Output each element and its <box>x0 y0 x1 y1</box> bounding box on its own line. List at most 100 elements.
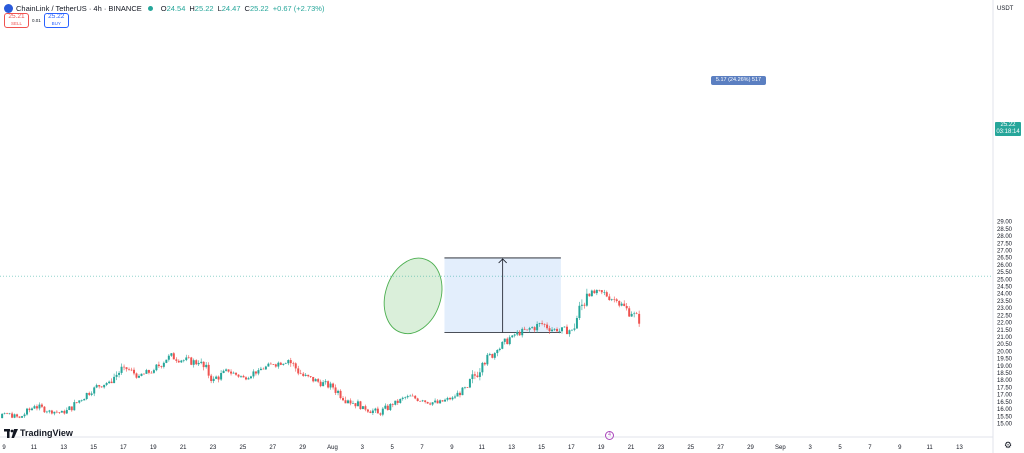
event-marker-icon[interactable]: 4 <box>605 431 614 440</box>
candle-body <box>553 328 556 330</box>
candle-body <box>486 354 489 365</box>
candle-body <box>230 371 233 374</box>
candle-body <box>105 383 108 385</box>
y-tick-label: 23.00 <box>997 306 1013 312</box>
candle-body <box>304 374 307 376</box>
candle-body <box>409 395 412 397</box>
tradingview-icon <box>4 428 18 438</box>
candle-body <box>235 372 238 375</box>
candle-body <box>108 381 111 384</box>
candle-body <box>491 353 494 358</box>
currency-label[interactable]: USDT <box>997 6 1014 12</box>
candle-body <box>269 363 272 365</box>
candle-body <box>58 412 61 413</box>
candle-body <box>140 373 143 376</box>
candle-body <box>399 398 402 403</box>
candle-body <box>98 385 101 387</box>
candle-body <box>439 400 442 404</box>
x-tick-label: Aug <box>327 445 338 451</box>
candle-body <box>376 408 379 414</box>
symbol-title[interactable]: ChainLink / TetherUS · 4h · BINANCE <box>16 3 142 13</box>
buy-button[interactable]: 25.22 BUY <box>43 13 69 28</box>
y-tick-label: 21.50 <box>997 328 1013 334</box>
candle-body <box>13 414 16 418</box>
candle-body <box>337 390 340 393</box>
candle-body <box>133 369 136 374</box>
candle-body <box>429 403 432 405</box>
candle-body <box>45 411 48 413</box>
trade-panel: 25.21 SELL 0.01 25.22 BUY <box>4 13 69 28</box>
candle-body <box>147 370 150 373</box>
candle-body <box>307 374 310 377</box>
measure-label[interactable]: 5.17 (24.26%) 517 <box>711 76 766 85</box>
sell-button[interactable]: 25.21 SELL <box>4 13 29 28</box>
candle-body <box>349 400 352 404</box>
candle-body <box>531 327 534 329</box>
candle-body <box>366 409 369 412</box>
candle-body <box>43 406 46 413</box>
y-tick-label: 28.50 <box>997 227 1013 233</box>
candle-body <box>130 369 133 371</box>
candle-body <box>628 308 631 317</box>
candle-body <box>561 327 564 332</box>
y-tick-label: 24.00 <box>997 292 1013 298</box>
candle-body <box>374 408 377 411</box>
candle-body <box>294 363 297 369</box>
candle-body <box>30 408 33 411</box>
candle-body <box>80 400 83 402</box>
candle-body <box>85 392 88 399</box>
candle-body <box>215 376 218 379</box>
candle-body <box>575 318 578 329</box>
candle-body <box>342 398 345 401</box>
candle-body <box>118 372 121 375</box>
candle-body <box>511 335 514 338</box>
candle-body <box>483 362 486 365</box>
y-tick-label: 23.50 <box>997 299 1013 305</box>
candle-body <box>580 304 583 306</box>
x-tick-label: 23 <box>210 445 217 451</box>
x-tick-label: 29 <box>747 445 754 451</box>
symbol-header[interactable]: ChainLink / TetherUS · 4h · BINANCE O24.… <box>4 2 324 14</box>
candle-body <box>192 360 195 365</box>
candle-body <box>573 328 576 330</box>
x-tick-label: 23 <box>658 445 665 451</box>
candle-body <box>359 401 362 410</box>
candle-body <box>38 404 41 409</box>
y-tick-label: 17.50 <box>997 385 1013 391</box>
candle-body <box>426 401 429 404</box>
candle-body <box>441 400 444 402</box>
candle-body <box>536 323 539 331</box>
candle-body <box>327 381 330 388</box>
candle-body <box>40 404 43 407</box>
candle-body <box>481 362 484 373</box>
candle-body <box>638 313 641 324</box>
candle-body <box>23 414 26 417</box>
candle-body <box>526 329 529 331</box>
candle-body <box>247 378 250 380</box>
candle-body <box>521 328 524 336</box>
y-tick-label: 18.50 <box>997 371 1013 377</box>
x-tick-label: 3 <box>361 445 365 451</box>
candle-body <box>210 375 213 382</box>
candle-body <box>461 387 464 396</box>
candle-body <box>446 398 449 400</box>
candle-body <box>172 353 175 360</box>
candle-body <box>21 416 24 418</box>
y-tick-label: 22.50 <box>997 313 1013 319</box>
tradingview-logo[interactable]: TradingView <box>4 428 73 438</box>
candle-body <box>237 374 240 377</box>
candle-body <box>262 368 265 370</box>
candle-body <box>110 381 113 384</box>
candle-body <box>282 363 285 365</box>
candle-body <box>623 303 626 306</box>
candle-body <box>598 289 601 291</box>
x-tick-label: 29 <box>299 445 306 451</box>
candle-body <box>351 403 354 404</box>
gear-icon[interactable]: ⚙ <box>1004 440 1013 450</box>
candle-body <box>508 337 511 345</box>
candle-body <box>332 383 335 388</box>
candle-body <box>88 392 91 395</box>
y-tick-label: 15.50 <box>997 414 1013 420</box>
candle-body <box>600 290 603 293</box>
